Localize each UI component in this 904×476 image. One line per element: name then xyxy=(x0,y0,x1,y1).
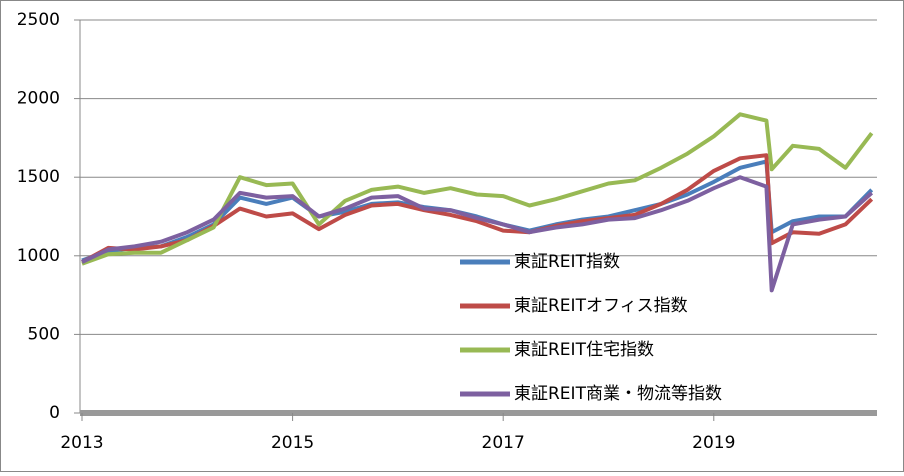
y-tick-label: 1500 xyxy=(17,167,60,187)
legend-label: 東証REITオフィス指数 xyxy=(514,296,688,316)
y-tick-label: 500 xyxy=(28,324,60,344)
legend-label: 東証REIT商業・物流等指数 xyxy=(514,384,722,404)
x-tick-label: 2017 xyxy=(482,433,525,453)
x-tick-label: 2013 xyxy=(60,433,103,453)
legend-label: 東証REIT住宅指数 xyxy=(514,340,654,360)
x-tick-label: 2019 xyxy=(692,433,735,453)
y-tick-label: 2000 xyxy=(17,89,60,109)
y-tick-label: 0 xyxy=(49,403,60,423)
series-line xyxy=(81,175,874,293)
series-line xyxy=(81,112,874,266)
x-tick-label: 2015 xyxy=(271,433,314,453)
y-tick-label: 1000 xyxy=(17,246,60,266)
legend-label: 東証REIT指数 xyxy=(514,252,620,272)
y-tick-label: 2500 xyxy=(17,10,60,30)
